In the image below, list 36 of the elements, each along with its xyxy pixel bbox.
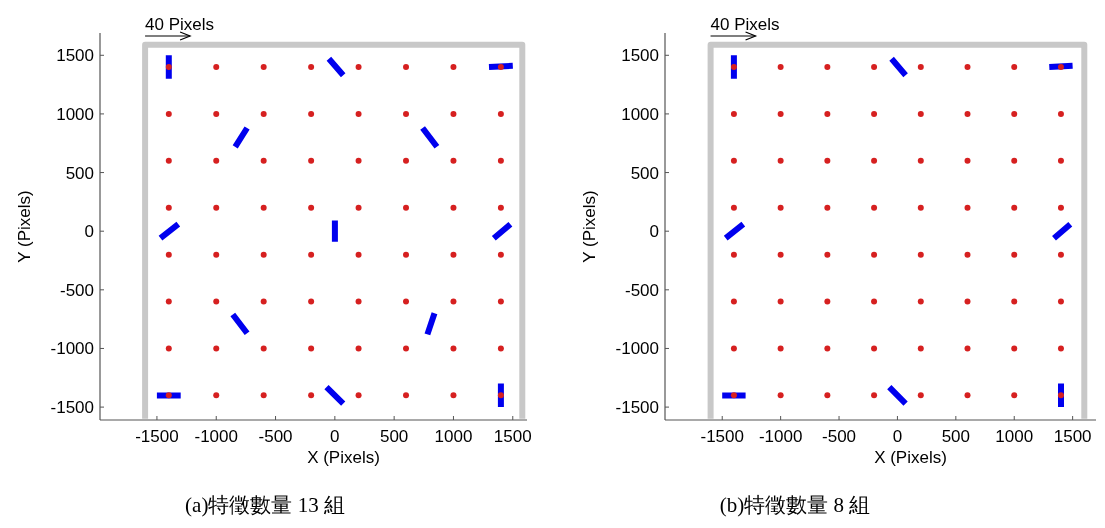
y-tick-label: -1000 [50, 339, 94, 359]
y-tick-label: 500 [65, 163, 94, 183]
y-tick-label: 0 [649, 222, 659, 242]
x-tick-label: -500 [822, 427, 857, 446]
text: (a)特徵數量 13 組 [185, 493, 345, 517]
x-tick-label: -1500 [700, 427, 744, 446]
y-tick-label: -500 [59, 280, 94, 300]
x-tick-label: 0 [892, 427, 903, 446]
x-axis-title: X (Pixels) [307, 448, 380, 467]
y-tick-label: 500 [630, 163, 659, 183]
y-tick-label: -1500 [615, 398, 659, 418]
y-axis-title: Y (Pixels) [580, 190, 599, 263]
y-tick-label: 1000 [621, 104, 659, 124]
x-tick-label: 1000 [995, 427, 1034, 446]
y-tick-label: -500 [624, 280, 659, 300]
x-tick-label: 1000 [434, 427, 473, 446]
x-axis-title: X (Pixels) [874, 448, 947, 467]
x-tick-label: -1000 [194, 427, 238, 446]
y-tick-label: -1000 [615, 339, 659, 359]
x-tick-label: 0 [330, 427, 340, 446]
text: (b)特徵數量 8 組 [719, 493, 871, 517]
y-tick-label: 0 [84, 222, 94, 242]
y-tick-label: -1500 [50, 398, 94, 418]
x-tick-label: -1500 [135, 427, 179, 446]
annotation: 40 Pixels [145, 15, 215, 34]
x-tick-label: 500 [379, 427, 409, 446]
x-tick-label: 1500 [1053, 427, 1092, 446]
y-axis-title: Y (Pixels) [15, 190, 34, 263]
x-tick-label: 500 [941, 427, 971, 446]
x-tick-label: 1500 [493, 427, 532, 446]
x-tick-label: -1000 [758, 427, 803, 446]
y-tick-label: 1000 [56, 104, 94, 124]
x-tick-label: -500 [258, 427, 293, 446]
y-tick-label: 1500 [56, 46, 94, 66]
y-tick-label: 1500 [621, 46, 659, 66]
annotation: 40 Pixels [710, 15, 780, 34]
